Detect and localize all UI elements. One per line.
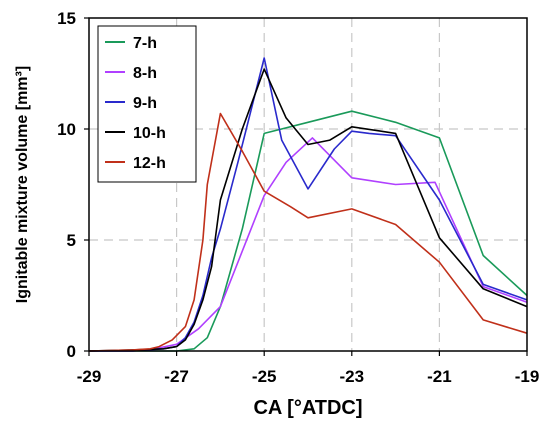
y-tick-label: 10 <box>57 120 76 139</box>
x-tick-labels: -29 -27 -25 -23 -21 -19 <box>77 367 540 386</box>
legend-label: 12-h <box>133 155 166 172</box>
legend-label: 7-h <box>133 35 157 52</box>
x-tick-label: -23 <box>340 367 365 386</box>
legend-box <box>97 25 197 183</box>
gridlines <box>89 18 527 351</box>
y-tick-label: 5 <box>67 231 76 250</box>
x-tick-label: -19 <box>515 367 540 386</box>
y-axis-title: Ignitable mixture volume [mm³] <box>14 66 31 303</box>
x-tick-label: -29 <box>77 367 102 386</box>
y-tick-label: 15 <box>57 9 76 28</box>
series-line-12-h <box>88 112 528 352</box>
series-line-10-h <box>88 68 528 352</box>
legend: 7-h 8-h 9-h 10-h 12-h <box>97 25 197 183</box>
legend-label: 9-h <box>133 95 157 112</box>
x-axis-title: CA [°ATDC] <box>253 397 362 419</box>
x-tick-label: -25 <box>252 367 277 386</box>
legend-label: 8-h <box>133 65 157 82</box>
y-tick-label: 0 <box>67 342 76 361</box>
y-tick-labels: 0 5 10 15 <box>57 9 76 361</box>
series-lines <box>88 57 528 352</box>
series-line-8-h <box>89 137 528 352</box>
x-tick-label: -27 <box>164 367 189 386</box>
legend-label: 10-h <box>133 125 166 142</box>
plot-frame <box>88 17 528 352</box>
x-tick-label: -21 <box>427 367 452 386</box>
tick-marks <box>84 17 528 356</box>
